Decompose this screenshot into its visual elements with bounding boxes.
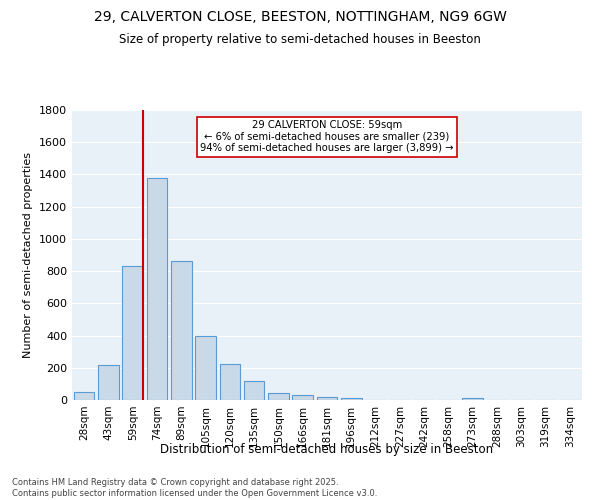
Bar	[244, 380, 265, 400]
Bar	[146, 178, 167, 400]
Bar	[292, 396, 313, 400]
Bar	[317, 397, 337, 400]
Text: 29 CALVERTON CLOSE: 59sqm
← 6% of semi-detached houses are smaller (239)
94% of : 29 CALVERTON CLOSE: 59sqm ← 6% of semi-d…	[200, 120, 454, 154]
Bar	[463, 398, 483, 400]
Bar	[220, 364, 240, 400]
Y-axis label: Number of semi-detached properties: Number of semi-detached properties	[23, 152, 34, 358]
Bar	[98, 364, 119, 400]
Text: Size of property relative to semi-detached houses in Beeston: Size of property relative to semi-detach…	[119, 32, 481, 46]
Bar	[171, 262, 191, 400]
Bar	[74, 392, 94, 400]
Bar	[341, 398, 362, 400]
Bar	[195, 336, 216, 400]
Bar	[122, 266, 143, 400]
Bar	[268, 393, 289, 400]
Text: Distribution of semi-detached houses by size in Beeston: Distribution of semi-detached houses by …	[160, 442, 494, 456]
Text: 29, CALVERTON CLOSE, BEESTON, NOTTINGHAM, NG9 6GW: 29, CALVERTON CLOSE, BEESTON, NOTTINGHAM…	[94, 10, 506, 24]
Text: Contains HM Land Registry data © Crown copyright and database right 2025.
Contai: Contains HM Land Registry data © Crown c…	[12, 478, 377, 498]
